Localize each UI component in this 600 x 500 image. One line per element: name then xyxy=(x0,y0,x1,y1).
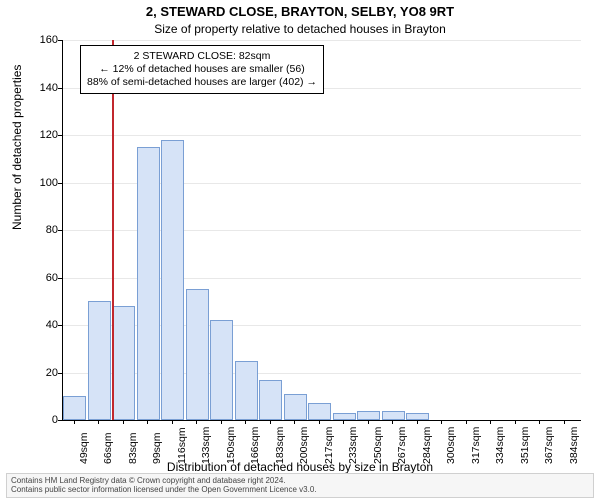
y-axis-label: Number of detached properties xyxy=(10,65,24,230)
y-tick-mark xyxy=(58,278,62,279)
x-tick-label: 250sqm xyxy=(372,427,384,464)
x-tick-label: 150sqm xyxy=(225,427,237,464)
y-tick-mark xyxy=(58,325,62,326)
y-tick-label: 160 xyxy=(24,34,58,46)
y-tick-label: 60 xyxy=(24,272,58,284)
marker-line xyxy=(112,40,114,420)
x-tick-mark xyxy=(98,420,99,424)
histogram-bar xyxy=(357,411,380,421)
x-tick-label: 183sqm xyxy=(274,427,286,464)
x-tick-label: 116sqm xyxy=(176,427,188,464)
footer-line: Contains HM Land Registry data © Crown c… xyxy=(11,476,589,486)
annotation-line: 2 STEWARD CLOSE: 82sqm xyxy=(87,50,317,63)
x-tick-mark xyxy=(196,420,197,424)
x-tick-label: 99sqm xyxy=(151,432,163,464)
annotation-line: 88% of semi-detached houses are larger (… xyxy=(87,76,317,89)
histogram-bar xyxy=(210,320,233,420)
y-tick-mark xyxy=(58,183,62,184)
x-tick-mark xyxy=(74,420,75,424)
histogram-bar xyxy=(382,411,405,421)
footer: Contains HM Land Registry data © Crown c… xyxy=(6,473,594,498)
gridline xyxy=(63,135,581,136)
histogram-bar xyxy=(161,140,184,420)
x-tick-label: 217sqm xyxy=(323,427,335,464)
x-tick-mark xyxy=(343,420,344,424)
x-tick-mark xyxy=(172,420,173,424)
histogram-bar xyxy=(406,413,429,420)
x-tick-mark xyxy=(270,420,271,424)
histogram-bar xyxy=(88,301,111,420)
x-tick-label: 66sqm xyxy=(102,432,114,464)
y-tick-label: 80 xyxy=(24,224,58,236)
histogram-bar xyxy=(112,306,135,420)
histogram-bar xyxy=(235,361,258,420)
x-tick-label: 300sqm xyxy=(445,427,457,464)
x-tick-mark xyxy=(539,420,540,424)
x-tick-mark xyxy=(294,420,295,424)
x-tick-mark xyxy=(392,420,393,424)
y-tick-mark xyxy=(58,420,62,421)
histogram-bar xyxy=(186,289,209,420)
histogram-bar xyxy=(308,403,331,420)
chart-container: 2, STEWARD CLOSE, BRAYTON, SELBY, YO8 9R… xyxy=(0,0,600,500)
x-tick-label: 317sqm xyxy=(470,427,482,464)
page-title: 2, STEWARD CLOSE, BRAYTON, SELBY, YO8 9R… xyxy=(0,4,600,19)
y-tick-label: 100 xyxy=(24,177,58,189)
histogram-bar xyxy=(63,396,86,420)
x-tick-label: 83sqm xyxy=(127,432,139,464)
y-tick-label: 40 xyxy=(24,319,58,331)
plot-area xyxy=(62,40,581,421)
x-tick-mark xyxy=(245,420,246,424)
x-tick-label: 166sqm xyxy=(249,427,261,464)
x-tick-label: 334sqm xyxy=(494,427,506,464)
x-tick-mark xyxy=(564,420,565,424)
histogram-bar xyxy=(137,147,160,420)
y-tick-label: 20 xyxy=(24,367,58,379)
x-tick-label: 200sqm xyxy=(298,427,310,464)
y-tick-mark xyxy=(58,40,62,41)
y-tick-label: 0 xyxy=(24,414,58,426)
x-tick-mark xyxy=(466,420,467,424)
histogram-bar xyxy=(284,394,307,420)
histogram-bar xyxy=(333,413,356,420)
x-tick-mark xyxy=(221,420,222,424)
x-tick-label: 49sqm xyxy=(78,432,90,464)
x-tick-label: 384sqm xyxy=(568,427,580,464)
y-tick-mark xyxy=(58,373,62,374)
x-tick-mark xyxy=(417,420,418,424)
x-tick-mark xyxy=(441,420,442,424)
y-tick-mark xyxy=(58,88,62,89)
page-subtitle: Size of property relative to detached ho… xyxy=(0,22,600,36)
x-tick-mark xyxy=(490,420,491,424)
x-tick-mark xyxy=(368,420,369,424)
y-tick-label: 120 xyxy=(24,129,58,141)
x-tick-label: 351sqm xyxy=(519,427,531,464)
y-tick-mark xyxy=(58,135,62,136)
y-tick-label: 140 xyxy=(24,82,58,94)
x-tick-mark xyxy=(147,420,148,424)
gridline xyxy=(63,40,581,41)
histogram-bar xyxy=(259,380,282,420)
x-tick-mark xyxy=(123,420,124,424)
footer-line: Contains public sector information licen… xyxy=(11,485,589,495)
x-tick-label: 233sqm xyxy=(347,427,359,464)
x-tick-label: 267sqm xyxy=(396,427,408,464)
x-tick-label: 367sqm xyxy=(543,427,555,464)
x-tick-label: 284sqm xyxy=(421,427,433,464)
x-tick-mark xyxy=(515,420,516,424)
y-tick-mark xyxy=(58,230,62,231)
x-tick-mark xyxy=(319,420,320,424)
annotation-box: 2 STEWARD CLOSE: 82sqm← 12% of detached … xyxy=(80,45,324,94)
annotation-line: ← 12% of detached houses are smaller (56… xyxy=(87,63,317,76)
x-tick-label: 133sqm xyxy=(200,427,212,464)
